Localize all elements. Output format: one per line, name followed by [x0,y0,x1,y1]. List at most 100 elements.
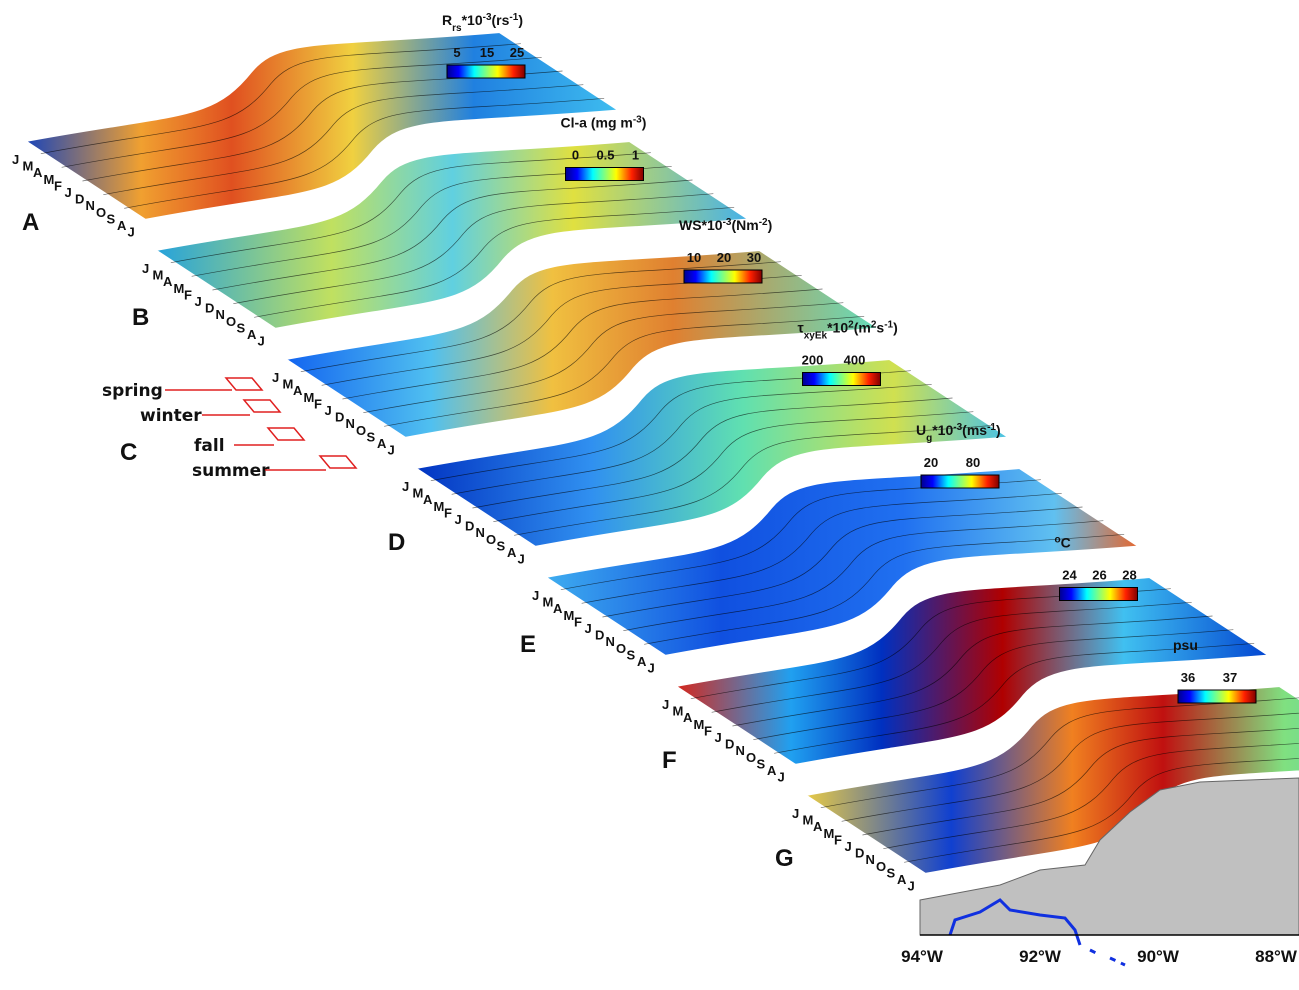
season-label: summer [192,461,270,481]
month-label: J [908,879,915,894]
month-label: J [715,730,722,745]
contour [254,206,735,318]
season-label: winter [140,406,202,426]
title-part: o [1055,534,1061,545]
title-part: g [926,433,932,444]
month-label: M [564,608,575,623]
title-part: -3 [723,217,732,228]
panel [402,353,1024,553]
longitude-label: 94°W [901,947,944,966]
colorbar-tick-label: 15 [480,45,494,60]
month-label: J [325,403,332,418]
month-label: M [23,159,34,174]
colorbar-tick-label: 400 [844,353,866,368]
month-label: D [205,301,214,316]
title-part: -1 [509,12,518,23]
panel-label: C [120,439,137,466]
contour [212,179,693,291]
contour [430,370,911,482]
title-part: WS*10 [679,217,723,233]
month-label: F [574,614,582,629]
title-part: 2 [848,319,854,330]
season-arrow [165,377,264,391]
panel-surface [272,244,894,444]
colorbar-tick-label: 10 [687,250,701,265]
month-label: M [283,377,294,392]
contour [170,152,651,264]
month-label: D [335,410,344,425]
contour [774,642,1255,754]
month-label: S [887,865,896,880]
season-arrow [234,427,306,446]
title-part: C [1061,535,1071,551]
contour [40,43,521,155]
contour [384,315,865,427]
contour [103,84,584,196]
colorbar-tick-label: 28 [1122,568,1136,583]
title-part: *10 [462,12,483,28]
month-label: F [314,396,322,411]
colorbar-tick-label: 24 [1062,568,1077,583]
season-arrow [202,399,282,416]
contour [233,193,714,305]
panel-surface [662,571,1284,771]
month-label: F [54,178,62,193]
month-label: J [778,770,785,785]
month-label: O [96,205,106,220]
month-label: D [465,519,474,534]
panel-label: D [388,529,405,556]
contour [732,615,1213,727]
month-label: J [792,806,799,821]
month-label: N [86,198,95,213]
panel-label: G [775,845,794,872]
colorbar-tick-label: 30 [747,250,761,265]
contour [644,533,1125,645]
contour [711,601,1192,713]
title-part: (Nm [731,217,758,233]
month-label: A [813,819,823,834]
colorbar-tick-label: 0.5 [596,148,614,163]
panel-surface [532,462,1154,662]
month-label: A [507,545,517,560]
month-label: A [247,327,257,342]
colorbar [1177,689,1257,704]
month-label: M [824,826,835,841]
title-part: -3 [953,422,962,433]
month-label: F [444,505,452,520]
month-label: A [553,601,563,616]
month-label: J [258,334,265,349]
month-label: M [413,486,424,501]
month-label: N [476,525,485,540]
month-label: A [33,165,43,180]
month-label: J [585,621,592,636]
month-label: A [683,710,693,725]
colorbar-title: Rrs*10-3(rs-1) [442,12,523,34]
panel [142,135,764,335]
longitude-label: 88°W [1255,947,1298,966]
title-part: -3 [483,12,492,23]
contour [820,697,1299,809]
month-label: M [543,595,554,610]
month-label: D [725,737,734,752]
month-label: M [174,281,185,296]
month-label: N [216,307,225,322]
month-label: F [704,723,712,738]
title-part: psu [1173,637,1198,653]
month-label: A [117,218,127,233]
colorbar-tick-label: 200 [802,353,824,368]
contour [753,629,1234,741]
month-label: N [346,416,355,431]
colorbar-tick-label: 20 [717,250,731,265]
month-label: O [226,314,236,329]
colorbar-title: oC [1055,534,1071,551]
title-part: -2 [759,217,768,228]
month-label: O [616,641,626,656]
contour [191,165,672,277]
colorbar-title: Ug*10-3(ms-1) [916,422,1001,444]
month-label: J [518,552,525,567]
contour [342,288,823,400]
month-label: A [637,654,647,669]
colorbar [446,64,526,79]
colorbar [1059,587,1138,601]
